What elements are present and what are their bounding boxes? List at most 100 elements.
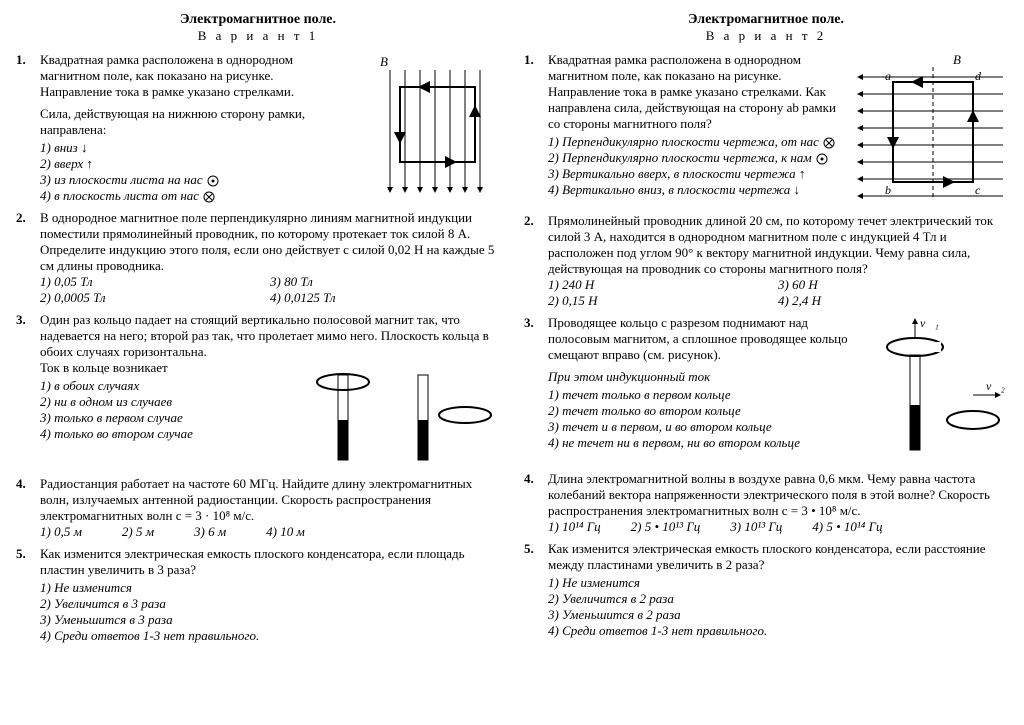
q5-text: Как изменится электрическая емкость плос… <box>40 546 465 577</box>
q5-o3: 3) Уменьшится в 3 раза <box>40 612 500 628</box>
q1-figure-right: B⃗ <box>853 52 1008 207</box>
q1-o2: 2) вверх ↑ <box>40 156 342 172</box>
qbody: Прямолинейный проводник длиной 20 см, по… <box>548 213 1008 309</box>
q2-right: 2. Прямолинейный проводник длиной 20 см,… <box>524 213 1008 309</box>
q3-figure-right: v⃗₁ v⃗₂ <box>878 315 1008 465</box>
qbody: Один раз кольцо падает на стоящий вертик… <box>40 312 500 470</box>
q5-o4: 4) Среди ответов 1-3 нет правильного. <box>548 623 1008 639</box>
q1-o2: 2) Перпендикулярно плоскости чертежа, к … <box>548 150 845 166</box>
q3-o1: 1) течет только в первом кольце <box>548 387 870 403</box>
q2-o1: 1) 0,05 Тл <box>40 274 270 290</box>
qnum: 5. <box>524 541 548 639</box>
q1-o3: 3) Вертикально вверх, в плоскости чертеж… <box>548 166 845 182</box>
q2-o3: 3) 60 Н <box>778 277 1008 293</box>
svg-text:B⃗: B⃗ <box>953 52 971 67</box>
q5-o2: 2) Увеличится в 2 раза <box>548 591 1008 607</box>
qnum: 1. <box>16 52 40 204</box>
qnum: 2. <box>524 213 548 309</box>
q2-text: Прямолинейный проводник длиной 20 см, по… <box>548 213 993 276</box>
q1-text: Квадратная рамка расположена в однородно… <box>548 52 836 131</box>
title-right: Электромагнитное поле. <box>524 12 1008 28</box>
qbody: Как изменится электрическая емкость плос… <box>40 546 500 644</box>
qnum: 4. <box>524 471 548 535</box>
qnum: 3. <box>524 315 548 465</box>
q1-figure-left: B⃗ <box>350 52 500 202</box>
q3-o2: 2) течет только во втором кольце <box>548 403 870 419</box>
q1-o4: 4) в плоскость листа от нас <box>40 188 342 204</box>
q4-right: 4. Длина электромагнитной волны в воздух… <box>524 471 1008 535</box>
svg-text:d: d <box>975 69 982 83</box>
q3-o3: 3) течет и в первом, и во втором кольце <box>548 419 870 435</box>
qbody: Радиостанция работает на частоте 60 МГц.… <box>40 476 500 540</box>
qnum: 4. <box>16 476 40 540</box>
variant-label-right: В а р и а н т 2 <box>524 28 1008 44</box>
q3-right: 3. Проводящее кольцо с разрезом поднимаю… <box>524 315 1008 465</box>
q1-o1: 1) Перпендикулярно плоскости чертежа, от… <box>548 134 845 150</box>
q5-o3: 3) Уменьшится в 2 раза <box>548 607 1008 623</box>
q3-o1: 1) в обоих случаях <box>40 378 292 394</box>
q4-o2: 2) 5 м <box>122 524 154 540</box>
out-of-page-icon <box>206 174 220 188</box>
q5-left: 5. Как изменится электрическая емкость п… <box>16 546 500 644</box>
qbody: Квадратная рамка расположена в однородно… <box>548 52 1008 207</box>
q5-o2: 2) Увеличится в 3 раза <box>40 596 500 612</box>
q3-left: 3. Один раз кольцо падает на стоящий вер… <box>16 312 500 470</box>
qnum: 2. <box>16 210 40 306</box>
q1-left: 1. Квадратная рамка расположена в одноро… <box>16 52 500 204</box>
q1-right: 1. Квадратная рамка расположена в одноро… <box>524 52 1008 207</box>
svg-text:a: a <box>885 69 891 83</box>
qbody: Как изменится электрическая емкость плос… <box>548 541 1008 639</box>
q1-o3: 3) из плоскости листа на нас <box>40 172 342 188</box>
svg-text:B⃗: B⃗ <box>380 54 398 69</box>
q3-text2: Ток в кольце возникает <box>40 360 292 376</box>
q4-o4: 4) 5 • 10¹⁴ Гц <box>812 519 882 535</box>
q5-o4: 4) Среди ответов 1-3 нет правильного. <box>40 628 500 644</box>
qnum: 1. <box>524 52 548 207</box>
o3-text: 3) из плоскости листа на нас <box>40 172 203 187</box>
q1-o4: 4) Вертикально вниз, в плоскости чертежа… <box>548 182 845 198</box>
q1-text2: Сила, действующая на нижнюю сторону рамк… <box>40 106 342 138</box>
q5-text: Как изменится электрическая емкость плос… <box>548 541 986 572</box>
q2-o4: 4) 2,4 Н <box>778 293 1008 309</box>
q3-o2: 2) ни в одном из случаев <box>40 394 292 410</box>
q4-o4: 4) 10 м <box>266 524 305 540</box>
q4-text: Радиостанция работает на частоте 60 МГц.… <box>40 476 472 523</box>
qbody: Проводящее кольцо с разрезом поднимают н… <box>548 315 1008 465</box>
q2-left: 2. В однородное магнитное поле перпендик… <box>16 210 500 306</box>
variant-2: Электромагнитное поле. В а р и а н т 2 1… <box>524 12 1008 650</box>
q2-text: В однородное магнитное поле перпендикуля… <box>40 210 494 273</box>
title-left: Электромагнитное поле. <box>16 12 500 28</box>
svg-text:b: b <box>885 183 891 197</box>
q4-o3: 3) 10¹³ Гц <box>730 519 782 535</box>
into-page-icon <box>822 136 836 150</box>
svg-text:v⃗₁: v⃗₁ <box>920 316 939 330</box>
svg-text:c: c <box>975 183 981 197</box>
q3-o4: 4) только во втором случае <box>40 426 292 442</box>
q4-o1: 1) 0,5 м <box>40 524 82 540</box>
q3-figure-left <box>300 360 500 470</box>
q1-text: Квадратная рамка расположена в однородно… <box>40 52 294 99</box>
q4-o1: 1) 10¹⁴ Гц <box>548 519 601 535</box>
q5-o1: 1) Не изменится <box>40 580 500 596</box>
variant-1: Электромагнитное поле. В а р и а н т 1 1… <box>16 12 500 650</box>
q2-o3: 3) 80 Тл <box>270 274 500 290</box>
q3-o4: 4) не течет ни в первом, ни во втором ко… <box>548 435 870 451</box>
variant-label-left: В а р и а н т 1 <box>16 28 500 44</box>
q3-text: Один раз кольцо падает на стоящий вертик… <box>40 312 489 359</box>
q3-text: Проводящее кольцо с разрезом поднимают н… <box>548 315 848 362</box>
q3-o3: 3) только в первом случае <box>40 410 292 426</box>
q4-o3: 3) 6 м <box>194 524 226 540</box>
q4-text: Длина электромагнитной волны в воздухе р… <box>548 471 990 518</box>
q4-left: 4. Радиостанция работает на частоте 60 М… <box>16 476 500 540</box>
qnum: 5. <box>16 546 40 644</box>
q5-right: 5. Как изменится электрическая емкость п… <box>524 541 1008 639</box>
q2-o2: 2) 0,15 Н <box>548 293 778 309</box>
o4-text: 4) в плоскость листа от нас <box>40 188 199 203</box>
qbody: Квадратная рамка расположена в однородно… <box>40 52 500 204</box>
q2-o2: 2) 0,0005 Тл <box>40 290 270 306</box>
q2-o1: 1) 240 Н <box>548 277 778 293</box>
o1-text: 1) Перпендикулярно плоскости чертежа, от… <box>548 134 819 149</box>
svg-text:v⃗₂: v⃗₂ <box>986 379 1005 393</box>
qnum: 3. <box>16 312 40 470</box>
q3-text2: При этом индукционный ток <box>548 369 870 385</box>
